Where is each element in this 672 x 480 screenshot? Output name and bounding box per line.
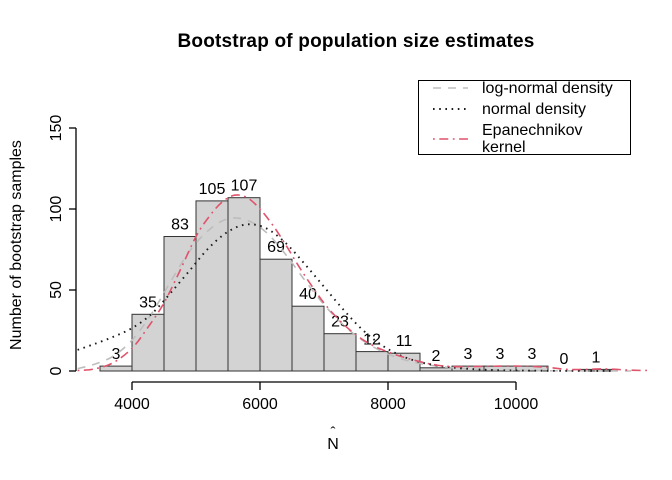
x-tick-label: 6000	[242, 396, 278, 413]
histogram-bar	[291, 305, 325, 372]
legend-item-normal: normal density	[432, 101, 630, 118]
bar-count-label: 2	[432, 348, 441, 365]
y-tick-label: 100	[48, 196, 65, 223]
dashdot-line-icon	[433, 137, 468, 140]
density-curve-normal-density	[77, 223, 613, 372]
legend-item-epanechnikov: Epanechnikov kernel	[432, 122, 630, 156]
density-curve-log-normal-density	[77, 217, 632, 372]
bar-count-label: 3	[528, 346, 537, 363]
density-curve-epanechnikov-kernel	[77, 194, 651, 372]
x-tick-label: 4000	[114, 396, 150, 413]
y-tick-label: 50	[48, 281, 65, 299]
bar-count-label: 12	[363, 332, 381, 349]
histogram-bar	[163, 236, 197, 372]
histogram-bar	[195, 200, 229, 372]
histogram-bar	[259, 258, 293, 372]
bar-count-label: 1	[592, 349, 601, 366]
bar-count-label: 40	[299, 286, 317, 303]
bar-count-label: 0	[560, 351, 569, 368]
bar-count-label: 35	[139, 294, 157, 311]
bar-count-label: 3	[464, 346, 473, 363]
histogram-bar	[323, 333, 357, 372]
plot-title: Bootstrap of population size estimates	[177, 31, 535, 52]
bar-count-label: 11	[396, 333, 413, 350]
x-tick-label: 8000	[370, 396, 406, 413]
legend-label-epanechnikov: Epanechnikov kernel	[482, 121, 583, 156]
legend-label-lognormal: log-normal density	[482, 79, 613, 97]
bar-count-label: 83	[171, 217, 189, 234]
y-tick-label: 150	[48, 115, 65, 142]
bar-count-label: 105	[199, 181, 226, 198]
bar-count-label: 3	[112, 346, 121, 363]
x-axis-label: ˆ N	[318, 424, 348, 453]
legend-item-lognormal: log-normal density	[432, 80, 630, 97]
legend-label-normal: normal density	[482, 100, 587, 118]
dashed-line-icon	[433, 87, 468, 89]
x-axis-label-base: N	[327, 436, 339, 453]
x-axis-label-hat: ˆ	[330, 424, 336, 441]
bar-count-label: 69	[267, 239, 285, 256]
y-tick-label: 0	[48, 366, 65, 375]
histogram-bar	[227, 197, 261, 372]
bar-count-label: 107	[231, 178, 258, 195]
legend: log-normal density normal density Epanec…	[418, 80, 631, 156]
x-tick-label: 10000	[494, 396, 539, 413]
bar-count-label: 3	[496, 346, 505, 363]
dotted-line-icon	[433, 108, 468, 110]
histogram-bar	[355, 351, 389, 372]
histogram-bar	[419, 367, 453, 372]
histogram-bar	[515, 365, 549, 372]
